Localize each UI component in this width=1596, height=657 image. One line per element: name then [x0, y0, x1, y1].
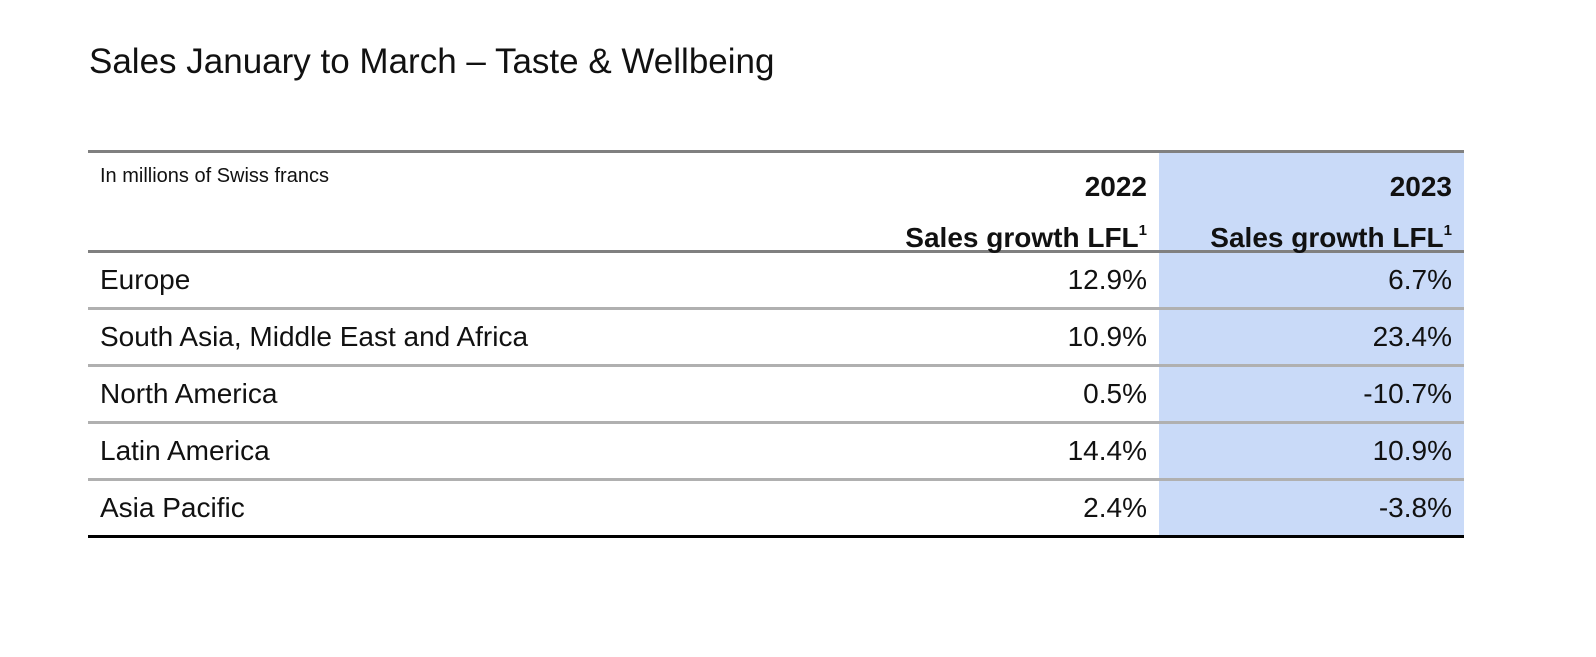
value: 23.4% — [1372, 321, 1452, 352]
region: Latin America — [100, 435, 270, 466]
column-header: 2023 Sales growth LFL1 — [1210, 165, 1452, 260]
column-year: 2022 — [1084, 171, 1147, 202]
value: -10.7% — [1363, 378, 1452, 409]
column-label-text: Sales growth LFL — [905, 222, 1139, 253]
table-header: In millions of Swiss francs 2022 Sales gr… — [88, 150, 1464, 253]
value: 12.9% — [1067, 264, 1147, 295]
footnote-mark: 1 — [1443, 222, 1452, 239]
value: 0.5% — [1083, 378, 1147, 409]
region: South Asia, Middle East and Africa — [100, 321, 529, 352]
value: 6.7% — [1388, 264, 1452, 295]
value: 14.4% — [1067, 435, 1147, 466]
unit-label: In millions of Swiss francs — [100, 165, 329, 187]
value: 10.9% — [1372, 435, 1452, 466]
title: Sales January to March – Taste & Wellbei… — [89, 42, 775, 81]
region: Europe — [100, 264, 191, 295]
value: 2.4% — [1083, 492, 1147, 523]
table-row: Europe 12.9% 6.7% — [88, 253, 1464, 310]
highlight-column — [1159, 150, 1464, 538]
column-header: 2022 Sales growth LFL1 — [905, 165, 1147, 260]
table: In millions of Swiss francs 2022 Sales gr… — [88, 150, 1464, 538]
table-row: South Asia, Middle East and Africa 10.9% 2… — [88, 310, 1464, 367]
footnote-mark: 1 — [1138, 222, 1147, 239]
column-label: Sales growth LFL1 — [1210, 209, 1452, 260]
column-label: Sales growth LFL1 — [905, 209, 1147, 260]
region: North America — [100, 378, 278, 409]
table-row: Asia Pacific 2.4% -3.8% — [88, 481, 1464, 538]
region: Asia Pacific — [100, 492, 245, 523]
value: 10.9% — [1067, 321, 1147, 352]
table-row: Latin America 14.4% 10.9% — [88, 424, 1464, 481]
column-label-text: Sales growth LFL — [1210, 222, 1444, 253]
table-row: North America 0.5% -10.7% — [88, 367, 1464, 424]
value: -3.8% — [1378, 492, 1452, 523]
column-year: 2023 — [1389, 171, 1452, 202]
